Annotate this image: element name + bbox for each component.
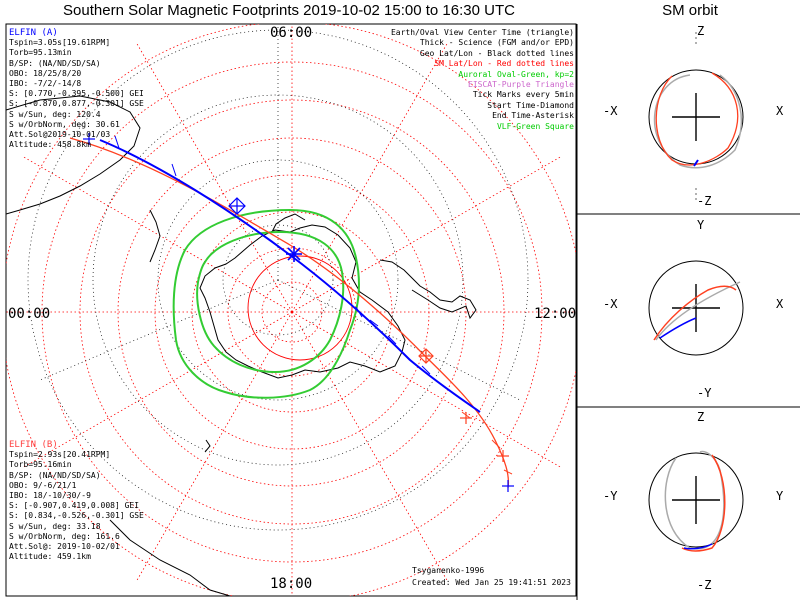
time-label-right: 12:00: [534, 306, 577, 322]
elfin-b-line: Tspin=2.93s[20.41RPM]: [9, 450, 111, 460]
legend-item: VLF-Green Square: [496, 121, 574, 131]
elfin-b-line: S w/Sun, deg: 33.18: [9, 521, 101, 531]
time-label-top: 06:00: [270, 25, 313, 41]
orbit-yz-right: Y: [776, 489, 784, 503]
south-america-coastline: [379, 259, 477, 320]
elfin-a-line: Tspin=3.05s[19.61RPM]: [9, 38, 111, 48]
orbit-xy-right: X: [776, 297, 784, 311]
elfin-a-info: ELFIN (A) Tspin=3.05s[19.61RPM] Torb=95.…: [9, 28, 144, 150]
legend-item: Start Time-Diamond: [487, 100, 574, 110]
legend-item: End Time-Asterisk: [492, 111, 574, 121]
map-legend: Earth/Oval View Center Time (triangle) T…: [391, 28, 574, 132]
elfin-b-info: ELFIN (B) Tspin=2.93s[20.41RPM] Torb=95.…: [9, 440, 144, 562]
elfin-a-line: S: [-0.870,0.877,-0.301] GSE: [9, 99, 144, 109]
elfin-b-track: [69, 137, 510, 489]
plot-title: Southern Solar Magnetic Footprints 2019-…: [63, 2, 515, 19]
orbit-xy-top: Y: [697, 218, 705, 232]
elfin-a-end-asterisk: [286, 246, 302, 262]
elfin-a-line: S w/OrbNorm, deg: 30.61: [9, 119, 120, 129]
island-fragment: [204, 439, 211, 453]
geo-grid: [27, 24, 529, 531]
legend-item: Auroral Oval-Green, kp=2: [458, 69, 574, 79]
model-credit: Tsyganenko-1996: [412, 566, 485, 575]
orbit-xz-left: -X: [603, 104, 618, 118]
elfin-b-start-diamond: [418, 348, 434, 364]
elfin-b-line: Altitude: 459.1km: [9, 552, 91, 562]
sm-pole-circle: [247, 255, 353, 361]
orbit-xy-bottom: -Y: [697, 386, 712, 400]
elfin-a-line: IBO: -7/2/-14/8: [9, 79, 82, 89]
elfin-a-line: Altitude: 458.8km: [9, 140, 91, 150]
orbit-panel-xz: [577, 32, 800, 215]
elfin-a-line: B/SP: (NA/ND/SD/SA): [9, 58, 101, 68]
elfin-a-ticks: [114, 135, 431, 375]
peninsula-coastline: [271, 213, 306, 233]
elfin-b-line: S: [0.834,-0.526,-0.301] GSE: [9, 511, 144, 521]
orbit-panel-yz: [648, 450, 744, 552]
africa-coastline: [109, 519, 231, 596]
orbit-xz-right: X: [776, 104, 784, 118]
antarctica-coastline: [199, 224, 406, 379]
legend-item: Thick - Science (FGM and/or EPD): [419, 38, 574, 48]
elfin-a-markers: [83, 133, 514, 492]
elfin-b-line: IBO: 18/-10/30/-9: [9, 491, 91, 501]
new-zealand-coastline: [149, 209, 161, 263]
elfin-b-line: B/SP: (NA/ND/SD/SA): [9, 470, 101, 480]
elfin-b-line: Att.Sol@: 2019-10-02/01: [9, 542, 120, 552]
orbit-xy-left: -X: [603, 297, 618, 311]
orbit-yz-top: Z: [697, 410, 705, 424]
orbit-yz-bottom: -Z: [697, 578, 712, 592]
elfin-a-start-diamond: [228, 197, 246, 215]
orbit-panel-xy: [577, 260, 800, 408]
auroral-oval-outer: [172, 208, 360, 399]
elfin-a-line: Torb=95.13min: [9, 48, 72, 58]
orbit-title: SM orbit: [662, 2, 718, 19]
time-label-bottom: 18:00: [270, 576, 313, 592]
legend-item: SM Lat/Lon - Red dotted lines: [434, 59, 574, 69]
orbit-xz-top: Z: [697, 24, 705, 38]
elfin-a-line: OBO: 18/25/8/20: [9, 68, 82, 78]
elfin-a-line: S w/Sun, deg: 120.4: [9, 109, 101, 119]
elfin-a-name: ELFIN (A): [9, 28, 58, 38]
elfin-a-line: Att.Sol@2019-10-01/03: [9, 130, 111, 140]
auroral-oval-inner: [196, 230, 345, 374]
elfin-b-line: Torb=95.16min: [9, 460, 72, 470]
elfin-b-ticks: [461, 411, 513, 475]
time-label-left: 00:00: [8, 306, 51, 322]
legend-item: Earth/Oval View Center Time (triangle): [390, 28, 574, 37]
elfin-b-name: ELFIN (B): [9, 440, 58, 450]
legend-item: Tick Marks every 5min: [472, 90, 574, 100]
elfin-b-line: S: [-0.907,0.419,0.008] GEI: [9, 501, 140, 511]
elfin-a-line: S: [0.770,-0.395,-0.500] GEI: [9, 89, 144, 99]
orbit-yz-left: -Y: [603, 489, 618, 503]
legend-item: Geo Lat/Lon - Black dotted lines: [419, 48, 574, 58]
created-timestamp: Created: Wed Jan 25 19:41:51 2023: [412, 578, 571, 587]
legend-item: EISCAT-Purple Triangle: [468, 80, 574, 90]
elfin-b-markers: [460, 412, 509, 462]
elfin-a-track: [99, 139, 481, 413]
elfin-b-line: S w/OrbNorm, deg: 161.6: [9, 531, 120, 541]
map-frame: [5, 23, 577, 597]
orbit-xz-bottom: -Z: [697, 194, 712, 208]
sm-lon-lines: [6, 24, 576, 596]
elfin-b-line: OBO: 9/-6/21/1: [9, 480, 77, 490]
